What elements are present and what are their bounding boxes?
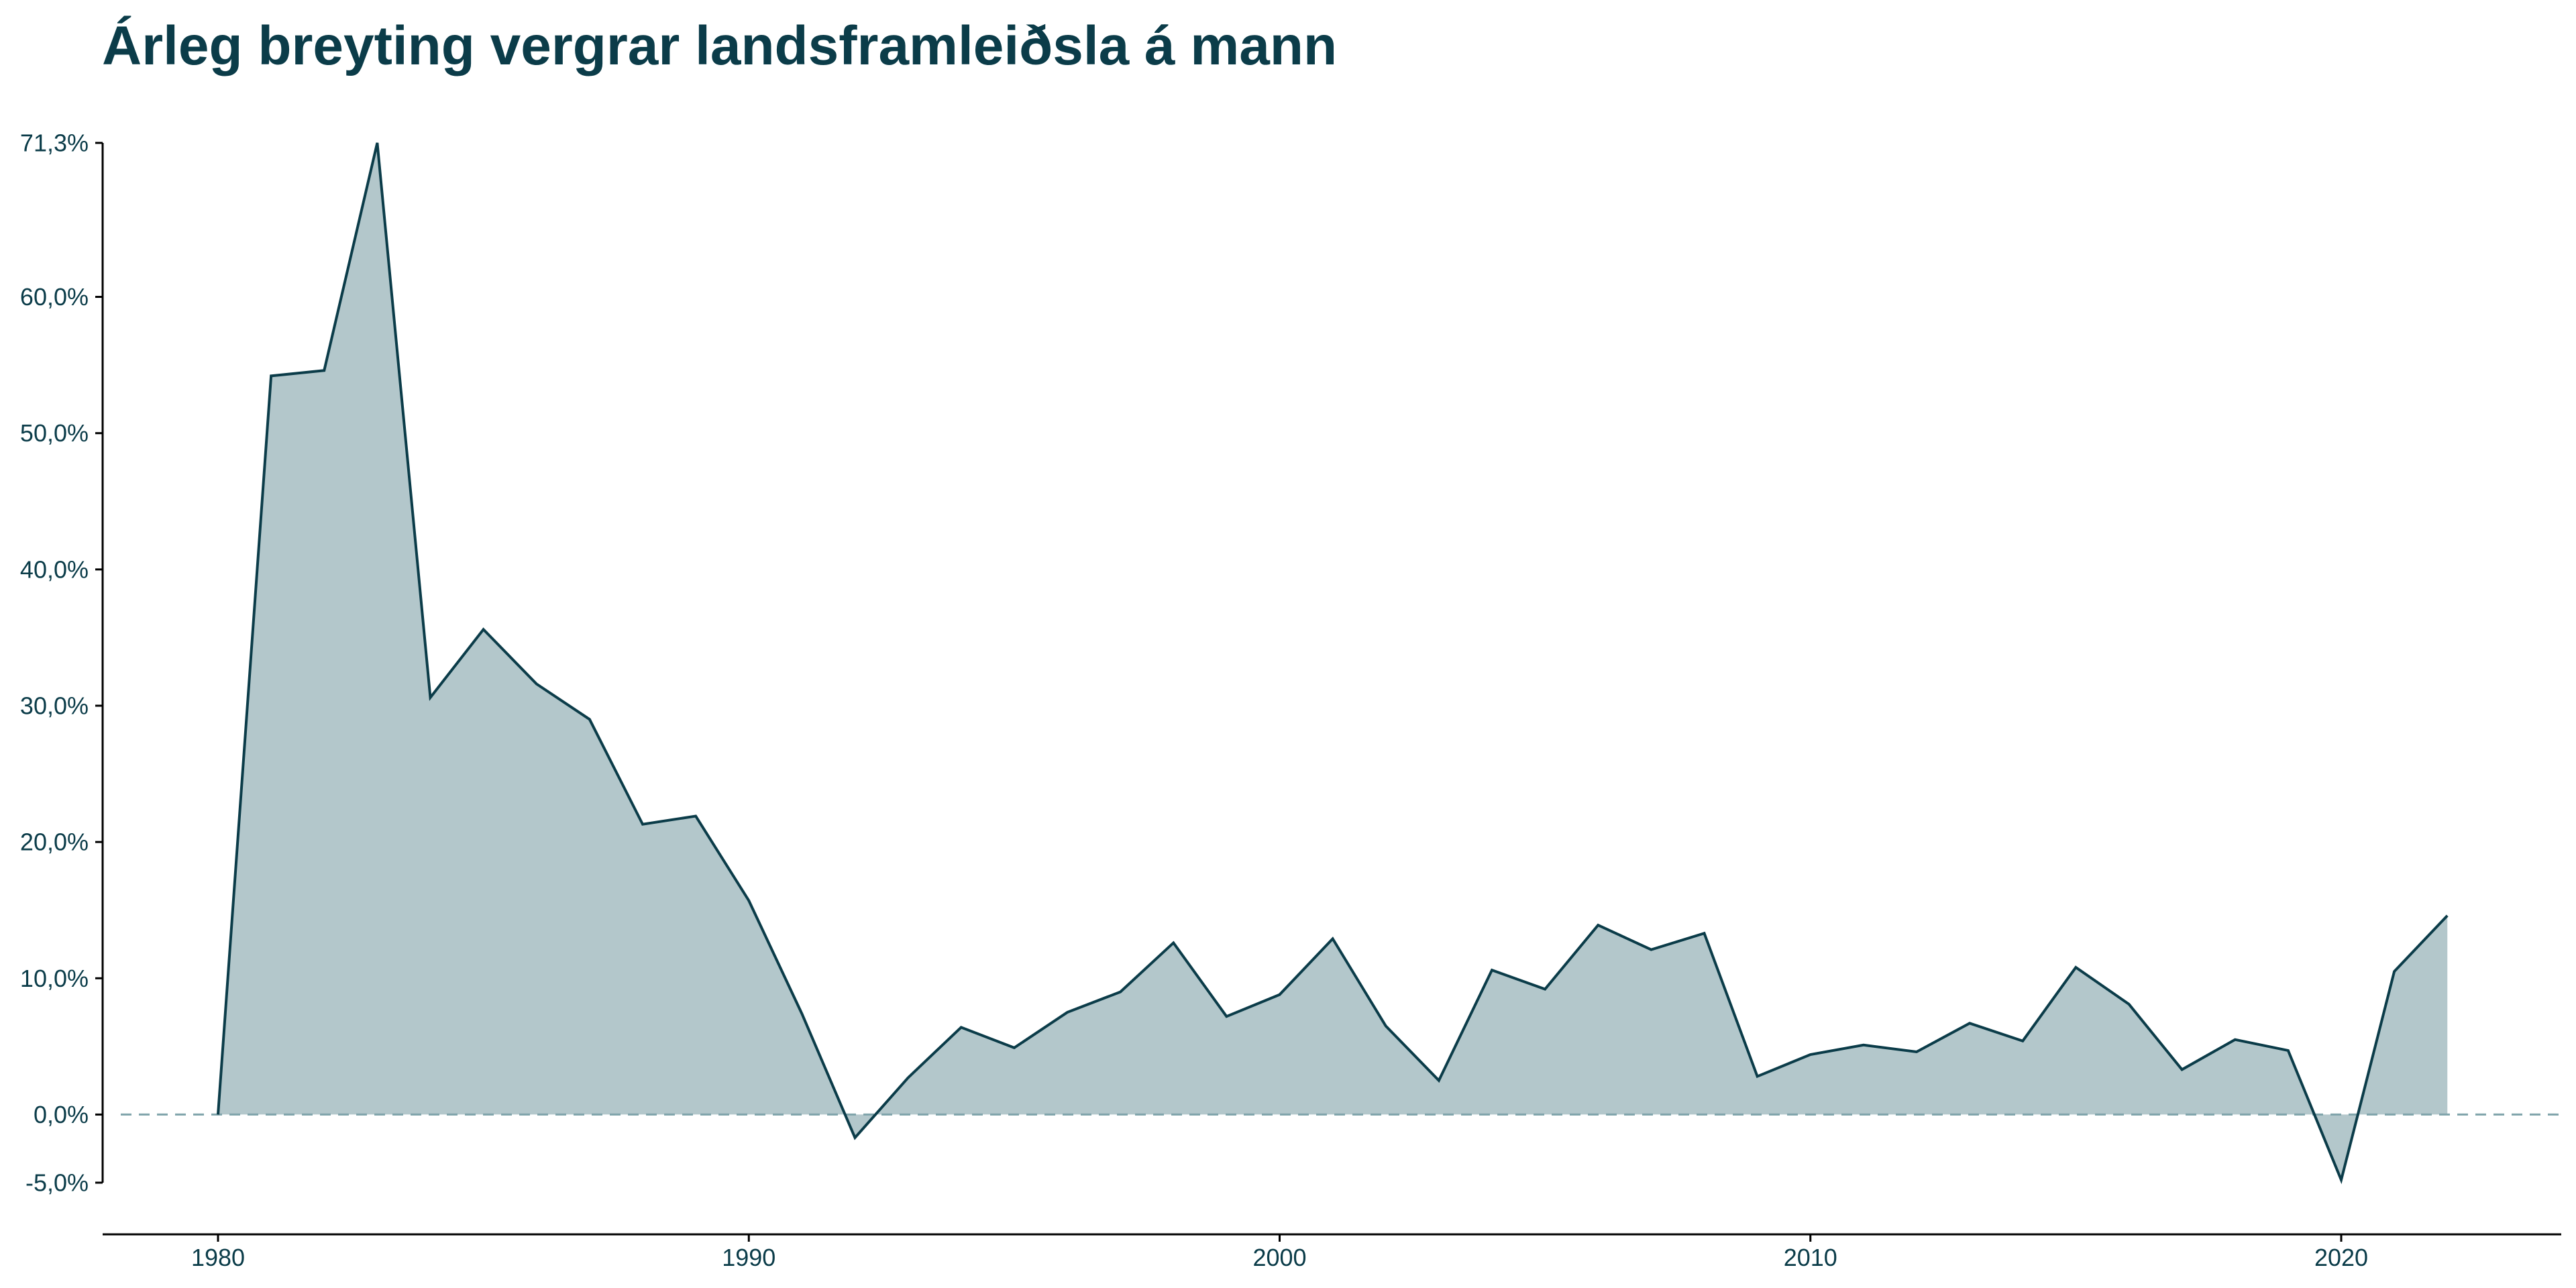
x-tick-label: 1990	[722, 1244, 775, 1271]
y-tick-label: 71,3%	[20, 129, 89, 157]
x-tick-label: 2000	[1252, 1244, 1306, 1271]
y-tick-label: -5,0%	[25, 1169, 89, 1197]
y-axis: -5,0% 0,0% 10,0% 20,0% 30,0% 40,0% 50,0% 60,0% 7…	[20, 129, 104, 1197]
y-tick-label: 30,0%	[20, 692, 89, 719]
plot-area	[121, 142, 2561, 1185]
y-tick-label: 50,0%	[20, 419, 89, 447]
y-tick-label: 40,0%	[20, 555, 89, 583]
y-tick-label: 20,0%	[20, 828, 89, 856]
x-tick-label: 2020	[2314, 1244, 2368, 1271]
x-tick-label: 1980	[191, 1244, 245, 1271]
x-tick-label: 2010	[1784, 1244, 1837, 1271]
area-fill	[218, 143, 2448, 1180]
y-tick-label: 0,0%	[34, 1101, 89, 1128]
y-tick-label: 60,0%	[20, 283, 89, 311]
x-axis: 1980 1990 2000 2010 2020	[103, 1233, 2561, 1271]
y-tick-label: 10,0%	[20, 965, 89, 992]
chart-title: Árleg breyting vergrar landsframleiðsla …	[102, 15, 1338, 76]
series-line	[217, 142, 2449, 1185]
